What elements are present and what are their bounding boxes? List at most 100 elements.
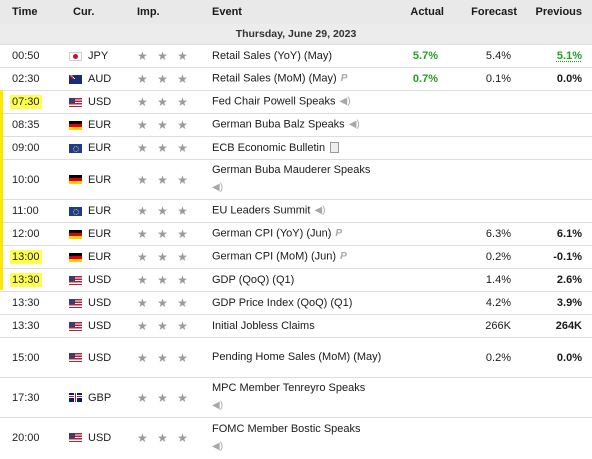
table-row[interactable]: 13:00 EUR ★ ★ ★ German CPI (MoM) (Jun) P … — [0, 246, 592, 269]
table-row[interactable]: 12:00 EUR ★ ★ ★ German CPI (YoY) (Jun) P … — [0, 223, 592, 246]
forecast-value: 4.2% — [444, 292, 517, 315]
forecast-value: 0.1% — [444, 68, 517, 91]
table-row[interactable]: 07:30 USD ★ ★ ★ Fed Chair Powell Speaks ◀… — [0, 91, 592, 114]
header-importance[interactable]: Imp. — [129, 0, 203, 24]
currency-cell: EUR — [63, 200, 129, 223]
event-label[interactable]: German CPI (YoY) (Jun) — [212, 228, 331, 240]
event-label[interactable]: ECB Economic Bulletin — [212, 142, 325, 154]
table-row[interactable]: 02:30 AUD ★ ★ ★ Retail Sales (MoM) (May)… — [0, 68, 592, 91]
table-row[interactable]: 20:00 USD ★ ★ ★ FOMC Member Bostic Speak… — [0, 418, 592, 458]
event-label[interactable]: Retail Sales (YoY) (May) — [212, 50, 332, 62]
preliminary-icon: P — [340, 248, 347, 265]
forecast-value: 0.2% — [444, 246, 517, 269]
currency-cell: EUR — [63, 160, 129, 200]
document-icon — [330, 142, 339, 153]
event-name[interactable]: ECB Economic Bulletin — [203, 137, 383, 160]
importance-stars: ★ ★ ★ — [129, 269, 203, 292]
previous-value: -0.1% — [517, 246, 592, 269]
importance-stars: ★ ★ ★ — [129, 246, 203, 269]
event-name[interactable]: Initial Jobless Claims — [203, 315, 383, 338]
eu-flag-icon — [69, 207, 82, 216]
event-label[interactable]: GDP Price Index (QoQ) (Q1) — [212, 297, 352, 309]
event-name[interactable]: Retail Sales (YoY) (May) — [203, 45, 383, 68]
previous-value — [517, 418, 592, 458]
event-label[interactable]: Retail Sales (MoM) (May) — [212, 73, 337, 85]
actual-value — [383, 223, 444, 246]
event-label[interactable]: EU Leaders Summit — [212, 205, 310, 217]
importance-stars: ★ ★ ★ — [129, 378, 203, 418]
us-flag-icon — [69, 98, 82, 107]
currency-cell: JPY — [63, 45, 129, 68]
previous-value: 6.1% — [517, 223, 592, 246]
us-flag-icon — [69, 322, 82, 331]
event-label[interactable]: German CPI (MoM) (Jun) — [212, 251, 336, 263]
table-row[interactable]: 13:30 USD ★ ★ ★ GDP Price Index (QoQ) (Q… — [0, 292, 592, 315]
event-time: 13:30 — [0, 315, 63, 338]
event-label[interactable]: Initial Jobless Claims — [212, 320, 315, 332]
forecast-value: 1.4% — [444, 269, 517, 292]
table-row[interactable]: 09:00 EUR ★ ★ ★ ECB Economic Bulletin — [0, 137, 592, 160]
event-name[interactable]: EU Leaders Summit ◀) — [203, 200, 383, 223]
actual-value — [383, 160, 444, 200]
event-label[interactable]: German Buba Balz Speaks — [212, 119, 345, 131]
event-name[interactable]: GDP (QoQ) (Q1) — [203, 269, 383, 292]
forecast-value: 0.2% — [444, 338, 517, 378]
currency-cell: EUR — [63, 223, 129, 246]
table-row[interactable]: 10:00 EUR ★ ★ ★ German Buba Mauderer Spe… — [0, 160, 592, 200]
header-row: Time Cur. Imp. Event Actual Forecast Pre… — [0, 0, 592, 24]
germany-flag-icon — [69, 230, 82, 239]
table-row[interactable]: 17:30 GBP ★ ★ ★ MPC Member Tenreyro Spea… — [0, 378, 592, 418]
previous-value: 3.9% — [517, 292, 592, 315]
previous-value: 0.0% — [517, 338, 592, 378]
event-label[interactable]: GDP (QoQ) (Q1) — [212, 274, 294, 286]
header-actual[interactable]: Actual — [383, 0, 444, 24]
previous-value — [517, 200, 592, 223]
table-row[interactable]: 08:35 EUR ★ ★ ★ German Buba Balz Speaks ◀… — [0, 114, 592, 137]
event-label[interactable]: MPC Member Tenreyro Speaks — [212, 382, 365, 394]
event-name[interactable]: German Buba Balz Speaks ◀) — [203, 114, 383, 137]
table-row[interactable]: 13:30 USD ★ ★ ★ GDP (QoQ) (Q1) 1.4% 2.6% — [0, 269, 592, 292]
importance-stars: ★ ★ ★ — [129, 418, 203, 458]
header-event[interactable]: Event — [203, 0, 383, 24]
header-currency[interactable]: Cur. — [63, 0, 129, 24]
currency-code: USD — [88, 352, 111, 364]
importance-stars: ★ ★ ★ — [129, 315, 203, 338]
actual-value — [383, 91, 444, 114]
event-label[interactable]: Pending Home Sales (MoM) (May) — [212, 351, 381, 363]
importance-stars: ★ ★ ★ — [129, 200, 203, 223]
actual-value — [383, 200, 444, 223]
event-time: 13:00 — [0, 246, 63, 269]
us-flag-icon — [69, 433, 82, 442]
currency-code: GBP — [88, 392, 111, 404]
germany-flag-icon — [69, 175, 82, 184]
currency-code: EUR — [88, 174, 111, 186]
event-name[interactable]: MPC Member Tenreyro Speaks ◀) — [203, 378, 383, 418]
table-row[interactable]: 15:00 USD ★ ★ ★ Pending Home Sales (MoM)… — [0, 338, 592, 378]
table-row[interactable]: 00:50 JPY ★ ★ ★ Retail Sales (YoY) (May)… — [0, 45, 592, 68]
event-name[interactable]: FOMC Member Bostic Speaks ◀) — [203, 418, 383, 458]
actual-value — [383, 114, 444, 137]
event-time: 13:30 — [0, 292, 63, 315]
forecast-value — [444, 114, 517, 137]
event-name[interactable]: German CPI (YoY) (Jun) P — [203, 223, 383, 246]
event-label[interactable]: German Buba Mauderer Speaks — [212, 164, 370, 176]
currency-cell: EUR — [63, 137, 129, 160]
date-row: Thursday, June 29, 2023 — [0, 24, 592, 45]
header-forecast[interactable]: Forecast — [444, 0, 517, 24]
us-flag-icon — [69, 299, 82, 308]
event-name[interactable]: German CPI (MoM) (Jun) P — [203, 246, 383, 269]
table-row[interactable]: 11:00 EUR ★ ★ ★ EU Leaders Summit ◀) — [0, 200, 592, 223]
currency-code: USD — [88, 96, 111, 108]
header-time[interactable]: Time — [0, 0, 63, 24]
event-name[interactable]: Retail Sales (MoM) (May) P — [203, 68, 383, 91]
currency-code: EUR — [88, 119, 111, 131]
event-name[interactable]: Pending Home Sales (MoM) (May) — [203, 338, 383, 378]
table-row[interactable]: 13:30 USD ★ ★ ★ Initial Jobless Claims 2… — [0, 315, 592, 338]
event-label[interactable]: FOMC Member Bostic Speaks — [212, 423, 361, 435]
event-name[interactable]: GDP Price Index (QoQ) (Q1) — [203, 292, 383, 315]
event-name[interactable]: Fed Chair Powell Speaks ◀) — [203, 91, 383, 114]
speech-icon: ◀) — [340, 93, 351, 110]
event-name[interactable]: German Buba Mauderer Speaks ◀) — [203, 160, 383, 200]
header-previous[interactable]: Previous — [517, 0, 592, 24]
event-label[interactable]: Fed Chair Powell Speaks — [212, 96, 336, 108]
